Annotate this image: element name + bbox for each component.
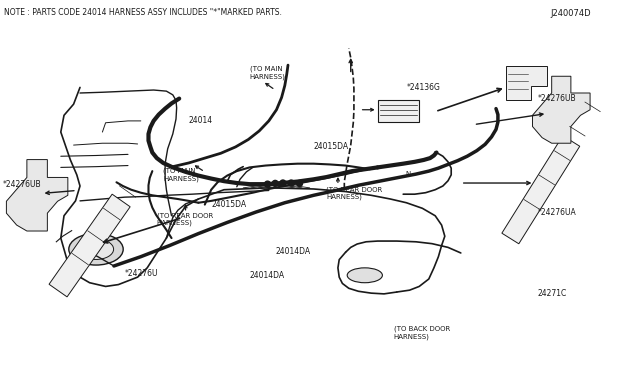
Circle shape (280, 180, 286, 186)
Text: 24015DA: 24015DA (211, 200, 246, 209)
Text: 24014DA: 24014DA (275, 247, 310, 256)
Text: *24136G: *24136G (406, 83, 440, 92)
Text: (TO MAIN
HARNESS): (TO MAIN HARNESS) (250, 65, 285, 80)
FancyBboxPatch shape (378, 100, 419, 122)
Polygon shape (506, 66, 547, 100)
Circle shape (272, 180, 278, 186)
Text: NOTE : PARTS CODE 24014 HARNESS ASSY INCLUDES "*"MARKED PARTS.: NOTE : PARTS CODE 24014 HARNESS ASSY INC… (4, 8, 282, 17)
Text: 24271C: 24271C (538, 289, 567, 298)
Polygon shape (6, 160, 68, 231)
Text: N: N (406, 171, 411, 177)
Polygon shape (502, 136, 580, 244)
Text: *24276UA: *24276UA (538, 208, 577, 217)
Text: (TO REAR DOOR
HARNESS): (TO REAR DOOR HARNESS) (157, 212, 213, 227)
Text: *24276UB: *24276UB (3, 180, 42, 189)
Text: *24276UB: *24276UB (538, 94, 576, 103)
Circle shape (288, 180, 294, 186)
Text: 24015DA: 24015DA (314, 142, 349, 151)
Text: (TO REAR DOOR
HARNESS): (TO REAR DOOR HARNESS) (326, 186, 383, 201)
Ellipse shape (79, 239, 114, 260)
Ellipse shape (69, 234, 123, 265)
Text: *24276U: *24276U (125, 269, 158, 278)
Circle shape (296, 180, 303, 186)
Text: (TO MAIN
HARNESS): (TO MAIN HARNESS) (163, 168, 199, 182)
Circle shape (264, 181, 271, 187)
Text: (TO BACK DOOR
HARNESS): (TO BACK DOOR HARNESS) (394, 326, 450, 340)
Polygon shape (532, 76, 590, 143)
Text: 24014DA: 24014DA (250, 271, 285, 280)
Text: J240074D: J240074D (550, 9, 591, 17)
Text: 24014: 24014 (189, 116, 213, 125)
Polygon shape (49, 194, 130, 297)
Ellipse shape (347, 268, 383, 283)
